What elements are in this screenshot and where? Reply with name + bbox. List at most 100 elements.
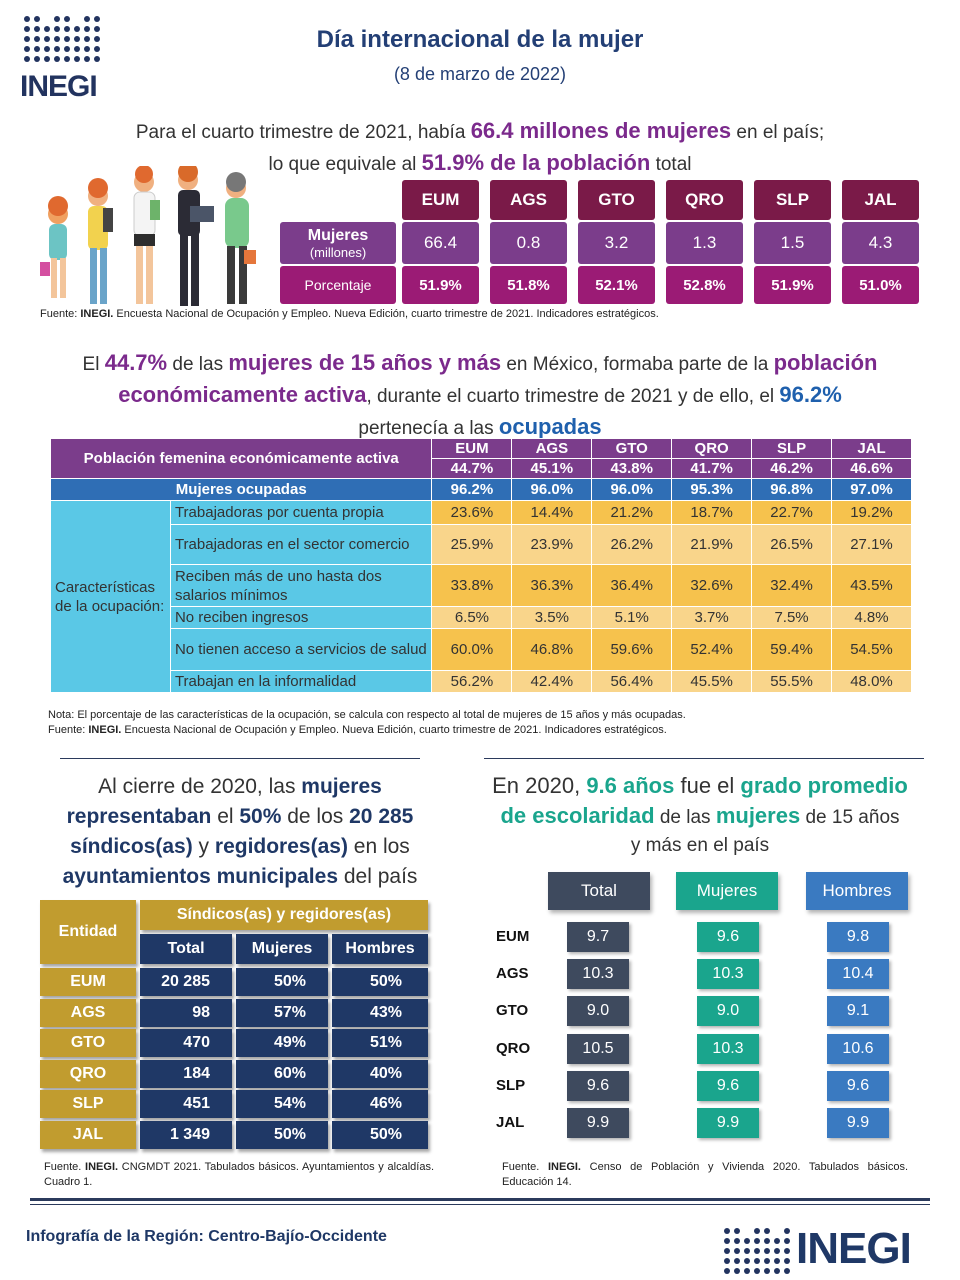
pop-millions-cell: 66.4 (402, 222, 479, 264)
eap-char-cell: 21.2% (591, 500, 673, 525)
logo-dot (24, 16, 30, 22)
pop-row-sublabel-text: (millones) (309, 244, 367, 260)
logo-dot (94, 16, 100, 22)
pop-row-label-percent: Porcentaje (280, 266, 396, 304)
logo-dot (84, 36, 90, 42)
edu-entity-label: QRO (496, 1039, 531, 1057)
logo-dot (754, 1258, 760, 1264)
logo-dot (84, 56, 90, 62)
eap-char-cell: 36.4% (591, 564, 673, 607)
pop-col-header: JAL (842, 180, 919, 220)
logo-dot (84, 46, 90, 52)
pop-millions-cell: 1.3 (666, 222, 743, 264)
pop-percent-cell: 51.8% (490, 266, 567, 304)
logo-dot (34, 56, 40, 62)
logo-dot (64, 16, 70, 22)
pop-col-header: SLP (754, 180, 831, 220)
eap-char-cell: 56.4% (591, 670, 673, 693)
eap-table: Población femenina económicamente activa… (49, 438, 912, 693)
logo-dot (744, 1238, 750, 1244)
edu-value-cell: 9.9 (697, 1108, 759, 1138)
woman-figure-1 (40, 196, 68, 298)
muni-men-cell: 43% (332, 998, 428, 1027)
eap-char-cell: 52.4% (671, 628, 753, 671)
logo-dot (724, 1228, 730, 1234)
woman-figure-4 (178, 166, 214, 306)
eap-char-cell: 32.4% (751, 564, 832, 607)
pop-millions-cell: 1.5 (754, 222, 831, 264)
logo-dot (784, 1258, 790, 1264)
logo-dot (24, 46, 30, 52)
eap-char-cell: 60.0% (431, 628, 513, 671)
muni-men-cell: 46% (332, 1090, 428, 1118)
municipal-summary-text: Al cierre de 2020, las mujeres represent… (62, 775, 418, 888)
muni-men-cell: 51% (332, 1029, 428, 1057)
muni-total-cell: 470 (140, 1029, 232, 1057)
logo-dot (734, 1268, 740, 1274)
logo-dot (744, 1268, 750, 1274)
logo-dot (34, 36, 40, 42)
logo-dot (94, 56, 100, 62)
pop-col-header: GTO (578, 180, 655, 220)
logo-dot (24, 26, 30, 32)
pop-millions-cell: 3.2 (578, 222, 655, 264)
source-note-4: Fuente. INEGI. Censo de Población y Vivi… (502, 1161, 909, 1188)
eap-char-cell: 59.4% (751, 628, 832, 671)
education-summary-text: En 2020, 9.6 años fue el grado promedio … (492, 773, 908, 856)
edu-value-cell: 9.0 (567, 996, 629, 1027)
logo-dot (784, 1268, 790, 1274)
eap-ocupadas-row: Mujeres ocupadas 96.2% 96.0% 96.0% 95.3% 96.8… (49, 478, 912, 501)
eap-char-row: Trabajadoras en el sector comercio 25.9% 2… (51, 524, 912, 565)
section-divider-right (484, 758, 924, 759)
logo-dot (744, 1258, 750, 1264)
logo-dot (774, 1238, 780, 1244)
edu-entity-label: EUM (496, 928, 530, 945)
page-subtitle: (8 de marzo de 2022) (393, 64, 567, 84)
logo-dot (784, 1238, 790, 1244)
pop-row-label-text: Mujeres (307, 226, 369, 244)
logo-dot (64, 26, 70, 32)
muni-entity-cell: GTO (40, 1029, 136, 1057)
edu-value-cell: 10.3 (567, 959, 629, 990)
eap-pea-cell: 44.7% (431, 458, 513, 479)
muni-total-cell: 98 (140, 998, 232, 1027)
logo-dot (764, 1258, 770, 1264)
logo-dot (54, 26, 60, 32)
logo-dot (754, 1268, 760, 1274)
eap-char-cell: 43.5% (831, 564, 912, 607)
edu-value-cell: 10.3 (697, 959, 759, 990)
muni-women-cell: 50% (236, 1120, 328, 1149)
woman-figure-3 (133, 166, 160, 304)
eap-char-cell: 3.7% (671, 606, 753, 629)
eap-char-cell: 33.8% (431, 564, 513, 607)
logo-dots-icon (24, 16, 104, 64)
eap-col-header: QRO (671, 438, 753, 459)
logo-dot (74, 26, 80, 32)
eap-pea-cell: 46.2% (751, 458, 832, 479)
muni-men-cell: 50% (332, 968, 428, 996)
eap-char-cell: 26.5% (751, 524, 832, 565)
logo-dot (24, 56, 30, 62)
muni-total-cell: 20 285 (140, 968, 232, 996)
muni-col-header: Mujeres (236, 934, 328, 964)
logo-dot (34, 46, 40, 52)
pop-millions-cell: 0.8 (490, 222, 567, 264)
logo-dot (724, 1268, 730, 1274)
eap-char-row-label: No tienen acceso a servicios de salud (169, 628, 433, 671)
eap-ocupadas-cell: 96.2% (431, 478, 513, 501)
pop-col-header: AGS (490, 180, 567, 220)
edu-value-cell: 9.0 (697, 996, 759, 1027)
edu-value-cell: 9.6 (827, 1070, 889, 1101)
logo-dot (44, 26, 50, 32)
logo-dot (94, 46, 100, 52)
eap-ocupadas-cell: 96.8% (751, 478, 832, 501)
eap-pea-cell: 43.8% (591, 458, 673, 479)
eap-char-cell: 59.6% (591, 628, 673, 671)
logo-dot (64, 46, 70, 52)
muni-entity-cell: AGS (40, 998, 136, 1027)
edu-value-cell: 10.5 (567, 1033, 629, 1064)
logo-dot (74, 36, 80, 42)
muni-entity-cell: JAL (40, 1120, 136, 1149)
eap-char-cell: 36.3% (511, 564, 593, 607)
logo-dot (784, 1228, 790, 1234)
